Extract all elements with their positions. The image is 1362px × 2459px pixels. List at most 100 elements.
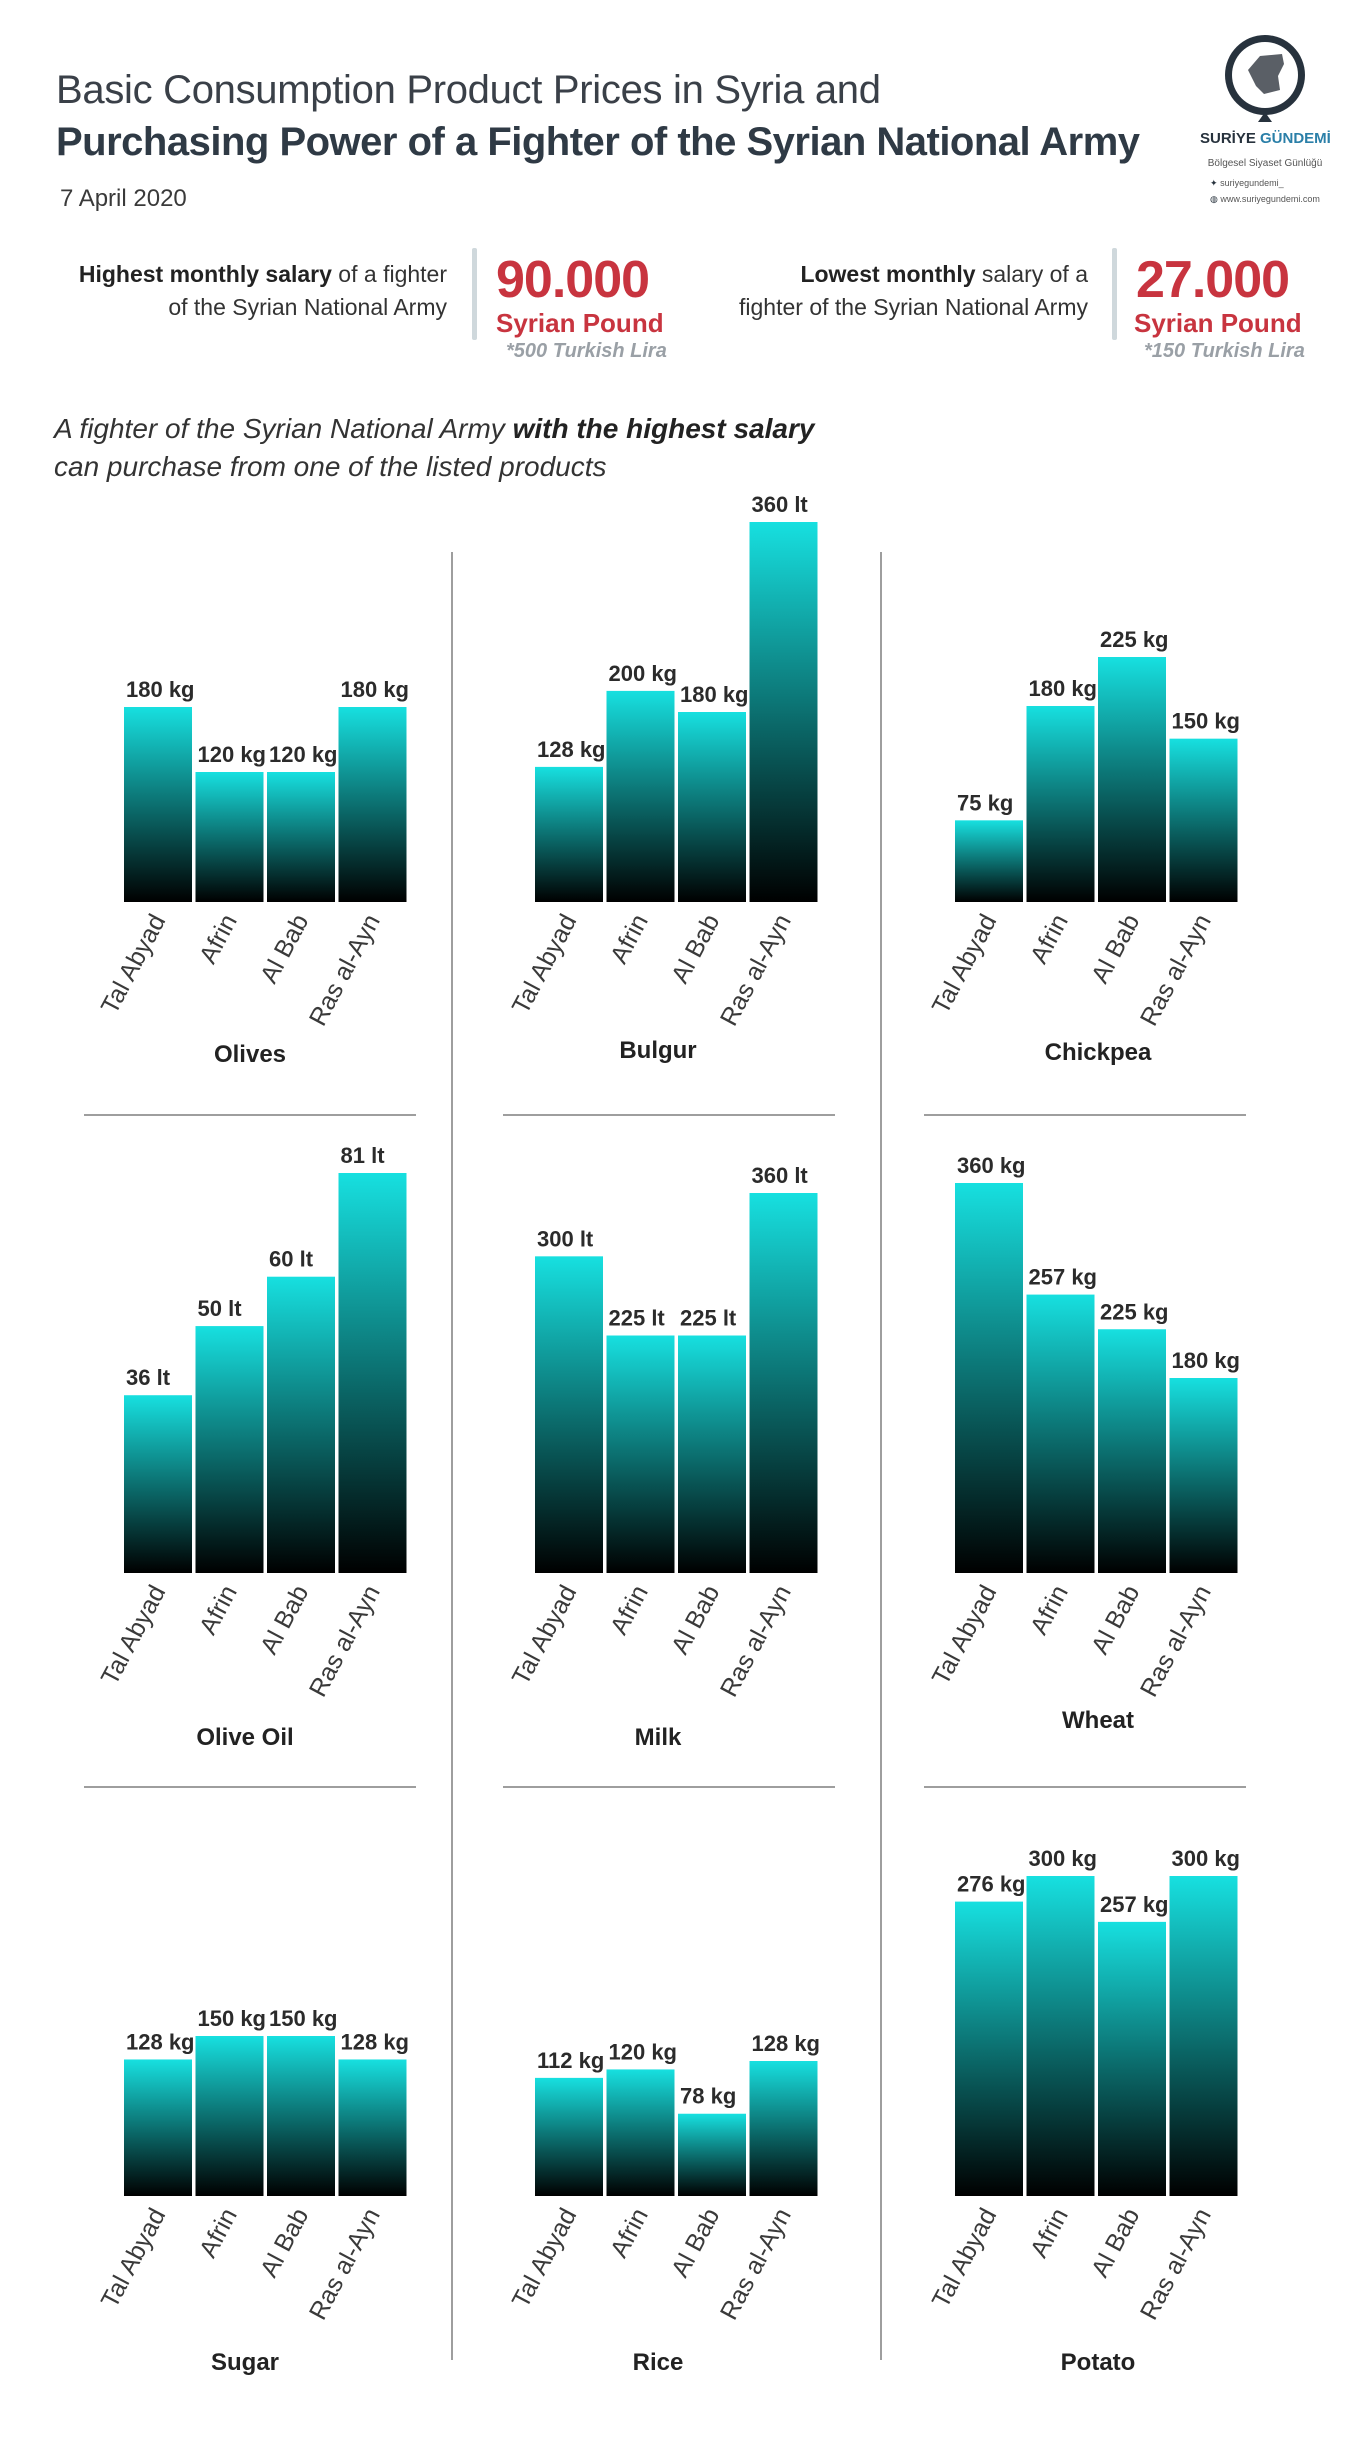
value-label: 257 kg <box>1100 1892 1169 1917</box>
logo-brand-part2: GÜNDEMİ <box>1260 130 1331 147</box>
title-line-1: Basic Consumption Product Prices in Syri… <box>56 68 881 112</box>
category-tick-label: Al Bab <box>1086 1581 1145 1659</box>
category-tick-label: Afrin <box>605 2204 654 2263</box>
bar-chickpea-afrin <box>1026 706 1095 902</box>
grid-divider-h <box>924 1786 1246 1788</box>
intro-line2: can purchase from one of the listed prod… <box>54 451 607 482</box>
lowest-salary-label: Lowest monthly salary of a fighter of th… <box>739 258 1088 324</box>
category-tick-label: Afrin <box>605 1581 654 1640</box>
bar-milk-al-bab <box>678 1335 746 1573</box>
category-tick-label: Tal Abyad <box>507 1581 583 1690</box>
grid-divider-vertical-1 <box>451 552 453 2360</box>
highest-label-rest: of a fighter <box>331 261 447 287</box>
category-tick-label: Ras al-Ayn <box>715 1581 797 1702</box>
value-label: 225 kg <box>1100 1299 1169 1324</box>
category-tick-label: Afrin <box>605 910 654 969</box>
chart-title: Milk <box>635 1724 682 1751</box>
logo-brand-part1: SURİYE <box>1200 130 1261 147</box>
value-label: 128 kg <box>537 737 606 762</box>
value-label: 128 kg <box>752 2031 821 2056</box>
category-tick-label: Al Bab <box>666 910 725 988</box>
value-label: 50 lt <box>198 1296 243 1321</box>
bar-wheat-tal-abyad <box>955 1183 1023 1573</box>
twitter-icon: ✦ <box>1210 178 1218 188</box>
bar-olives-al-bab <box>267 772 335 902</box>
value-label: 128 kg <box>126 2029 195 2054</box>
value-label: 150 kg <box>1172 709 1241 734</box>
value-label: 300 kg <box>1172 1846 1241 1871</box>
value-label: 180 kg <box>1172 1348 1241 1373</box>
category-tick-label: Al Bab <box>255 2204 314 2282</box>
highest-currency: Syrian Pound <box>496 308 664 338</box>
value-label: 180 kg <box>1029 676 1098 701</box>
bar-sugar-ras-al-ayn <box>338 2059 407 2196</box>
highest-salary-label: Highest monthly salary of a fighter of t… <box>79 258 447 324</box>
brand-logo[interactable]: SURİYE GÜNDEMİ Bölgesel Siyaset Günlüğü … <box>1200 30 1331 210</box>
bar-olive-oil-ras-al-ayn <box>338 1173 407 1573</box>
bar-potato-ras-al-ayn <box>1169 1876 1238 2196</box>
category-tick-label: Afrin <box>1025 1581 1074 1640</box>
value-label: 276 kg <box>957 1872 1026 1897</box>
category-tick-label: Al Bab <box>1086 910 1145 988</box>
chart-title: Sugar <box>211 2349 279 2376</box>
intro-part1: A fighter of the Syrian National Army <box>54 413 513 444</box>
category-tick-label: Ras al-Ayn <box>1135 1581 1217 1702</box>
value-label: 150 kg <box>198 2006 267 2031</box>
bar-olives-tal-abyad <box>124 707 192 902</box>
category-tick-label: Tal Abyad <box>96 2204 172 2313</box>
chart-title: Olives <box>214 1041 286 1068</box>
twitter-handle[interactable]: ✦ suriyegundemi_ <box>1210 178 1350 189</box>
category-tick-label: Al Bab <box>255 1581 314 1659</box>
bar-olive-oil-afrin <box>195 1326 264 1573</box>
highest-label-bold: Highest monthly salary <box>78 261 332 287</box>
highest-amount: 90.000 <box>496 251 650 309</box>
bar-rice-tal-abyad <box>535 2077 603 2196</box>
value-label: 300 lt <box>537 1226 594 1251</box>
category-tick-label: Ras al-Ayn <box>304 1581 386 1702</box>
intro-text: A fighter of the Syrian National Army wi… <box>54 410 814 486</box>
value-label: 360 lt <box>752 492 809 517</box>
bar-bulgur-al-bab <box>678 712 746 902</box>
chart-title: Olive Oil <box>196 1724 293 1751</box>
value-label: 150 kg <box>269 2006 338 2031</box>
lowest-amount: 27.000 <box>1136 251 1290 309</box>
value-label: 225 lt <box>609 1306 666 1331</box>
twitter-text: suriyegundemi_ <box>1220 178 1284 188</box>
value-label: 128 kg <box>341 2029 410 2054</box>
bar-bulgur-afrin <box>606 690 675 902</box>
category-tick-label: Afrin <box>194 910 243 969</box>
category-tick-label: Ras al-Ayn <box>304 910 386 1031</box>
category-tick-label: Al Bab <box>666 1581 725 1659</box>
value-label: 75 kg <box>957 790 1013 815</box>
value-label: 180 kg <box>126 677 195 702</box>
bar-olives-ras-al-ayn <box>338 707 407 902</box>
value-label: 225 kg <box>1100 627 1169 652</box>
category-tick-label: Ras al-Ayn <box>1135 2204 1217 2325</box>
bar-olives-afrin <box>195 772 264 902</box>
category-tick-label: Afrin <box>1025 2204 1074 2263</box>
value-label: 112 kg <box>537 2048 604 2073</box>
highest-divider <box>472 248 477 340</box>
title-line-2: Purchasing Power of a Fighter of the Syr… <box>56 120 1140 164</box>
lowest-label-rest: salary of a <box>975 261 1088 287</box>
syria-map-pin-icon <box>1225 35 1305 122</box>
category-tick-label: Al Bab <box>1086 2204 1145 2282</box>
lowest-label-bold: Lowest monthly <box>800 261 976 287</box>
chart-title: Potato <box>1061 2349 1136 2376</box>
bar-bulgur-tal-abyad <box>535 766 603 902</box>
website-link[interactable]: ◍ www.suriyegundemi.com <box>1210 194 1350 205</box>
value-label: 36 lt <box>126 1365 171 1390</box>
category-tick-label: Afrin <box>194 1581 243 1640</box>
bar-chickpea-al-bab <box>1098 657 1166 902</box>
category-tick-label: Ras al-Ayn <box>715 910 797 1031</box>
value-label: 360 lt <box>752 1163 809 1188</box>
bar-potato-tal-abyad <box>955 1901 1023 2196</box>
category-tick-label: Tal Abyad <box>927 2204 1003 2313</box>
bar-milk-tal-abyad <box>535 1256 603 1573</box>
bar-olive-oil-al-bab <box>267 1276 335 1573</box>
value-label: 180 kg <box>680 682 749 707</box>
category-tick-label: Tal Abyad <box>507 2204 583 2313</box>
value-label: 81 lt <box>341 1143 386 1168</box>
grid-divider-h <box>503 1786 835 1788</box>
